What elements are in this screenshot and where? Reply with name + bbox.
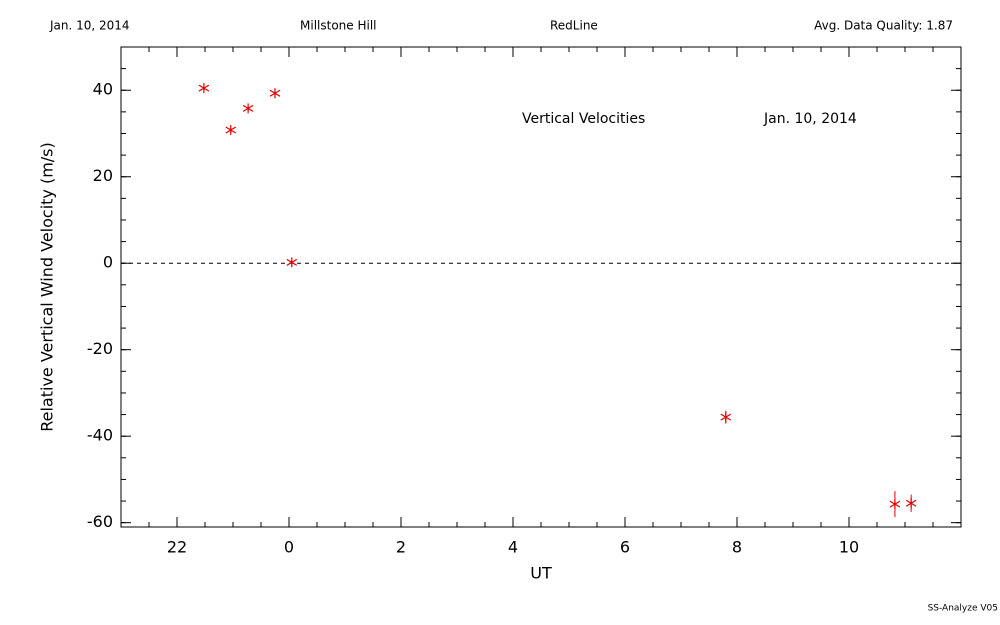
marker-stroke: [720, 413, 732, 421]
x-tick-label: 4: [508, 538, 518, 557]
marker-stroke: [905, 499, 917, 507]
y-tick-label: -40: [87, 426, 113, 445]
header-instrument: RedLine: [550, 19, 598, 33]
header-date: Jan. 10, 2014: [49, 19, 130, 33]
y-tick-label: 40: [93, 80, 113, 99]
data-point: [198, 83, 210, 94]
data-point: [225, 125, 237, 136]
header-site: Millstone Hill: [300, 19, 376, 33]
x-axis-label: UT: [530, 564, 552, 583]
data-point: [269, 88, 281, 99]
data-point: [286, 257, 298, 268]
data-point: [242, 103, 254, 114]
y-tick-label: -60: [87, 512, 113, 531]
marker-stroke: [198, 84, 210, 92]
annotation: Jan. 10, 2014: [763, 111, 857, 127]
data-point: [889, 499, 901, 510]
header-quality: Avg. Data Quality: 1.87: [814, 19, 953, 33]
marker-stroke: [286, 258, 298, 266]
y-tick-label: 0: [103, 253, 113, 272]
marker-stroke: [225, 126, 237, 134]
x-tick-label: 10: [839, 538, 859, 557]
x-tick-label: 8: [732, 538, 742, 557]
marker-stroke: [889, 500, 901, 508]
marker-stroke: [269, 89, 281, 97]
y-tick-label: -20: [87, 339, 113, 358]
data-point: [720, 412, 732, 423]
marker-stroke: [242, 104, 254, 112]
footer: SS-Analyze V05: [928, 604, 998, 614]
x-tick-label: 6: [620, 538, 630, 557]
annotation: Vertical Velocities: [522, 111, 645, 127]
x-tick-label: 22: [167, 538, 187, 557]
x-tick-label: 0: [284, 538, 294, 557]
y-tick-label: 20: [93, 166, 113, 185]
data-point: [905, 498, 917, 509]
y-axis-label: Relative Vertical Wind Velocity (m/s): [38, 142, 57, 432]
x-tick-label: 2: [396, 538, 406, 557]
